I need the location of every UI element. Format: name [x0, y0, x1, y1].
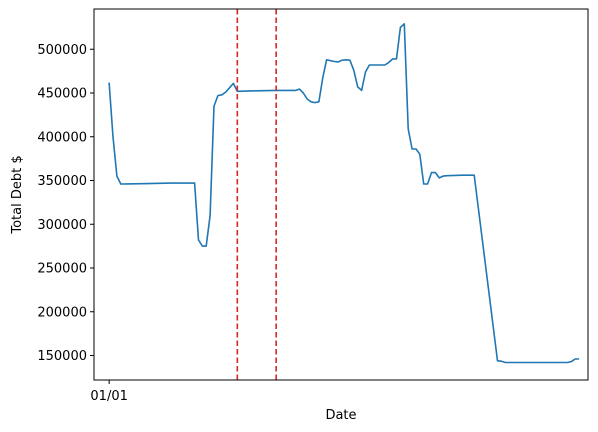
y-tick-label: 200000 — [37, 305, 87, 320]
y-tick-label: 450000 — [37, 87, 87, 102]
y-tick-label: 400000 — [37, 130, 87, 145]
y-tick-label: 500000 — [37, 43, 87, 58]
axes-frame — [93, 8, 589, 381]
y-tick-label: 250000 — [37, 262, 87, 277]
x-axis: 01/01 — [90, 380, 128, 404]
y-axis-label: Total Debt $ — [10, 155, 25, 234]
plot-area — [108, 9, 580, 380]
y-tick-label: 350000 — [37, 174, 87, 189]
y-tick-label: 300000 — [37, 218, 87, 233]
series-line-0 — [108, 23, 580, 364]
y-tick-label: 150000 — [37, 349, 87, 364]
y-axis: 150000 200000 250000 300000 350000 400000 4500… — [37, 43, 94, 364]
x-tick-label: 01/01 — [90, 389, 127, 404]
x-axis-label: Date — [325, 408, 356, 423]
